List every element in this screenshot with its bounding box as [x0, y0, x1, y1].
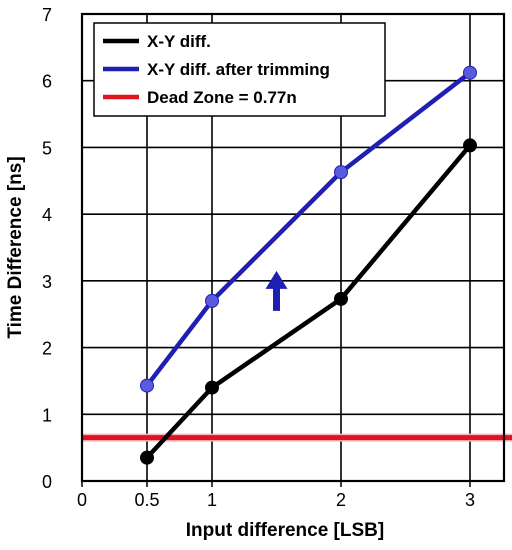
x-axis-title: Input difference [LSB]	[186, 520, 384, 541]
up-arrow-icon	[265, 270, 288, 289]
y-tick-label: 1	[42, 405, 52, 425]
x-tick-label: 3	[465, 490, 475, 510]
data-point	[334, 291, 348, 306]
legend-box	[93, 22, 386, 117]
data-point	[334, 165, 348, 180]
legend-label: X-Y diff.	[147, 32, 211, 51]
data-point	[140, 450, 154, 465]
y-tick-label: 4	[42, 205, 52, 225]
y-axis-title: Time Difference [ns]	[5, 156, 26, 338]
data-point	[463, 65, 477, 80]
y-tick-label: 7	[42, 5, 52, 25]
data-point	[140, 378, 154, 393]
x-tick-label: 0.5	[134, 490, 159, 510]
series-line-0	[145, 143, 472, 460]
x-tick-label: 0	[77, 490, 87, 510]
legend-label: Dead Zone = 0.77n	[147, 88, 297, 107]
data-point	[205, 380, 219, 395]
x-tick-label: 1	[207, 490, 217, 510]
y-tick-label: 6	[42, 72, 52, 92]
plot-frame	[80, 12, 506, 483]
series-line-1	[145, 70, 472, 387]
x-tick-label: 2	[336, 490, 346, 510]
y-tick-label: 3	[42, 272, 52, 292]
legend-label: X-Y diff. after trimming	[147, 60, 330, 79]
data-point	[463, 138, 477, 153]
y-tick-label: 2	[42, 339, 52, 359]
y-tick-label: 0	[42, 472, 52, 492]
data-point	[205, 293, 219, 308]
y-tick-label: 5	[42, 138, 52, 158]
